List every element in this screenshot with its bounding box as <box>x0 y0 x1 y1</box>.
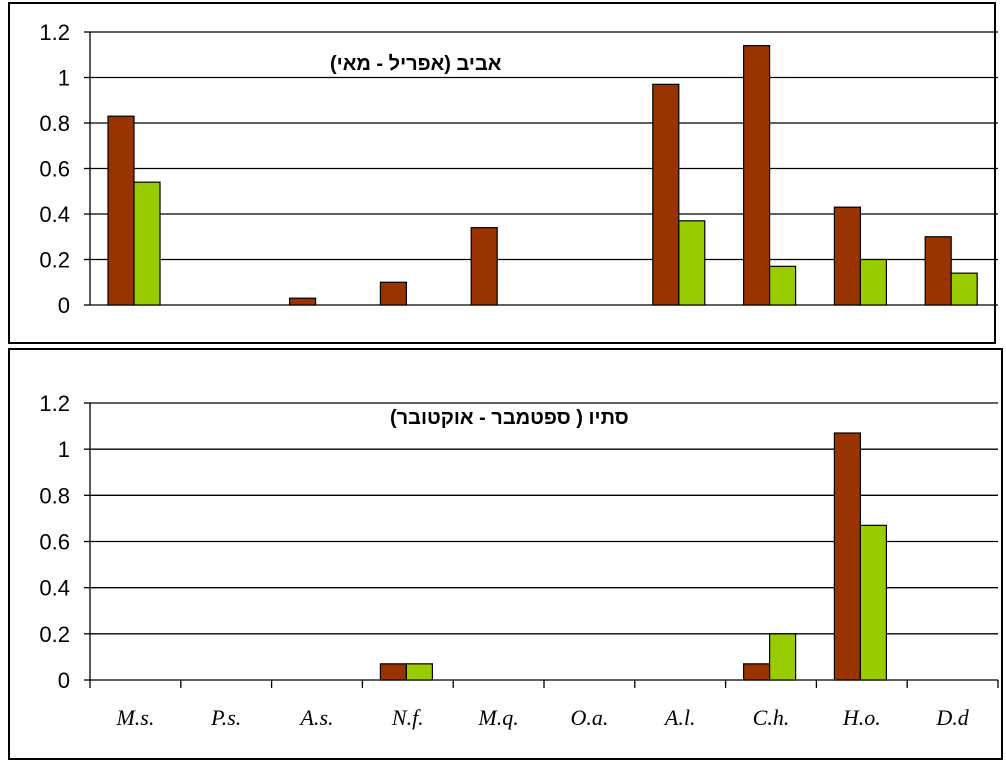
bar-1-ho <box>833 206 862 306</box>
y-tick-label: 1 <box>58 437 70 462</box>
y-tick-label: 0 <box>58 668 70 693</box>
x-tick-label: H.o. <box>842 705 881 730</box>
y-tick-label: 1 <box>58 66 70 91</box>
bar-1-ho <box>833 432 862 681</box>
y-tick-label: 0.2 <box>39 248 70 273</box>
bar-1-nf <box>379 663 407 681</box>
bar-2-ho <box>859 524 888 681</box>
x-tick-label: C.h. <box>753 705 790 730</box>
x-tick-label: A.l. <box>663 705 696 730</box>
bar-1-ch <box>742 45 771 306</box>
bar-2-ch <box>768 633 797 681</box>
chart-frame <box>8 2 996 344</box>
x-tick-label: N.f. <box>391 705 424 730</box>
x-tick-label: M.q. <box>477 705 518 730</box>
bar-2-ho <box>859 258 888 306</box>
x-tick-label: M.s. <box>115 705 154 730</box>
y-tick-label: 1.2 <box>39 20 70 45</box>
y-tick-label: 0.4 <box>39 202 70 227</box>
bar-2-al <box>678 220 706 306</box>
chart-title: אביב (אפריל - מאי) <box>330 53 502 75</box>
bar-1-dd <box>924 236 952 306</box>
bar-1-nf <box>379 281 407 306</box>
chart-panel-1: 0 0.2 0.4 0.6 0.8 1 1.2 אביב (אפריל - מאי) <box>8 2 998 344</box>
bar-2-nf <box>405 663 433 681</box>
x-tick-label: D.d <box>935 705 969 730</box>
chart-panel-2: 0 0.2 0.4 0.6 0.8 1 1.2 M.s. P.s. A.s. N.f. M.q. O.a… <box>8 348 1003 760</box>
bar-2-ch <box>768 265 797 306</box>
bar-1-as <box>289 297 317 306</box>
y-tick-label: 0.2 <box>39 622 70 647</box>
y-tick-label: 0.8 <box>39 483 70 508</box>
y-tick-label: 0 <box>58 293 70 318</box>
y-tick-label: 0.6 <box>39 157 70 182</box>
y-tick-label: 0.4 <box>39 576 70 601</box>
x-tick-label: A.s. <box>299 705 334 730</box>
bar-1-al <box>652 83 680 306</box>
bar-2-dd <box>950 272 978 306</box>
bar-1-ms <box>107 115 135 306</box>
y-tick-label: 0.6 <box>39 530 70 555</box>
y-tick-label: 0.8 <box>39 111 70 136</box>
x-tick-label: P.s. <box>210 705 241 730</box>
bar-1-mq <box>470 227 498 306</box>
y-tick-label: 1.2 <box>39 391 70 416</box>
x-tick-label: O.a. <box>570 705 608 730</box>
bar-1-ch <box>742 663 771 681</box>
bar-2-ms <box>133 181 161 306</box>
chart-title: סתיו ( ספטמבר - אוקטובר) <box>390 407 629 429</box>
